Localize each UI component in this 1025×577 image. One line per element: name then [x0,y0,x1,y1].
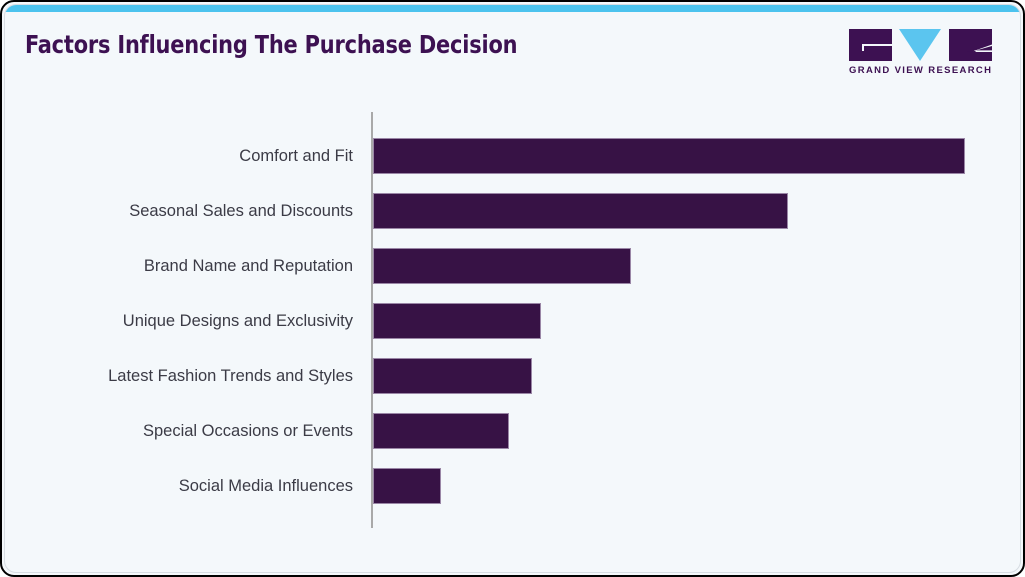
bar-row: Latest Fashion Trends and Styles [5,358,1020,394]
bar-brand-name-and-reputation[interactable] [373,248,631,284]
chart-inner-panel: Factors Influencing The Purchase Decisio… [4,4,1021,573]
bar-special-occasions-or-events[interactable] [373,413,509,449]
bar-category-label: Brand Name and Reputation [143,257,353,275]
page-title: Factors Influencing The Purchase Decisio… [25,30,518,59]
bar-row: Seasonal Sales and Discounts [5,193,1020,229]
logo-r-arrow-svg [967,43,992,52]
bar-social-media-influences[interactable] [373,468,441,504]
bar-unique-designs-and-exclusivity[interactable] [373,303,541,339]
bar-category-label: Comfort and Fit [239,147,353,165]
bar-latest-fashion-trends-and-styles[interactable] [373,358,532,394]
bar-row: Social Media Influences [5,468,1020,504]
logo-g-vertical-stroke [862,44,864,51]
bar-category-label: Latest Fashion Trends and Styles [108,367,353,385]
bar-row: Comfort and Fit [5,138,1020,174]
bar-row: Unique Designs and Exclusivity [5,303,1020,339]
bar-row: Brand Name and Reputation [5,248,1020,284]
category-axis-line [371,112,373,528]
brand-logo: GRAND VIEW RESEARCH [849,29,992,81]
bar-seasonal-sales-and-discounts[interactable] [373,193,788,229]
logo-caption: GRAND VIEW RESEARCH [849,65,993,76]
accent-top-bar [5,5,1020,12]
bar-row: Special Occasions or Events [5,413,1020,449]
logo-letter-r-icon [949,29,992,61]
logo-r-arrow-stroke [963,41,992,52]
logo-letter-v-triangle-icon [899,29,941,61]
bar-comfort-and-fit[interactable] [373,138,965,174]
logo-marks [849,29,992,61]
plot-area: Comfort and Fit Seasonal Sales and Disco… [5,5,1020,572]
bar-category-label: Unique Designs and Exclusivity [122,312,353,330]
bar-category-label: Seasonal Sales and Discounts [129,202,353,220]
bar-category-label: Special Occasions or Events [142,422,353,440]
logo-letter-g-icon [849,29,892,61]
logo-g-horizontal-stroke [862,44,892,46]
bar-category-label: Social Media Influences [178,477,353,495]
